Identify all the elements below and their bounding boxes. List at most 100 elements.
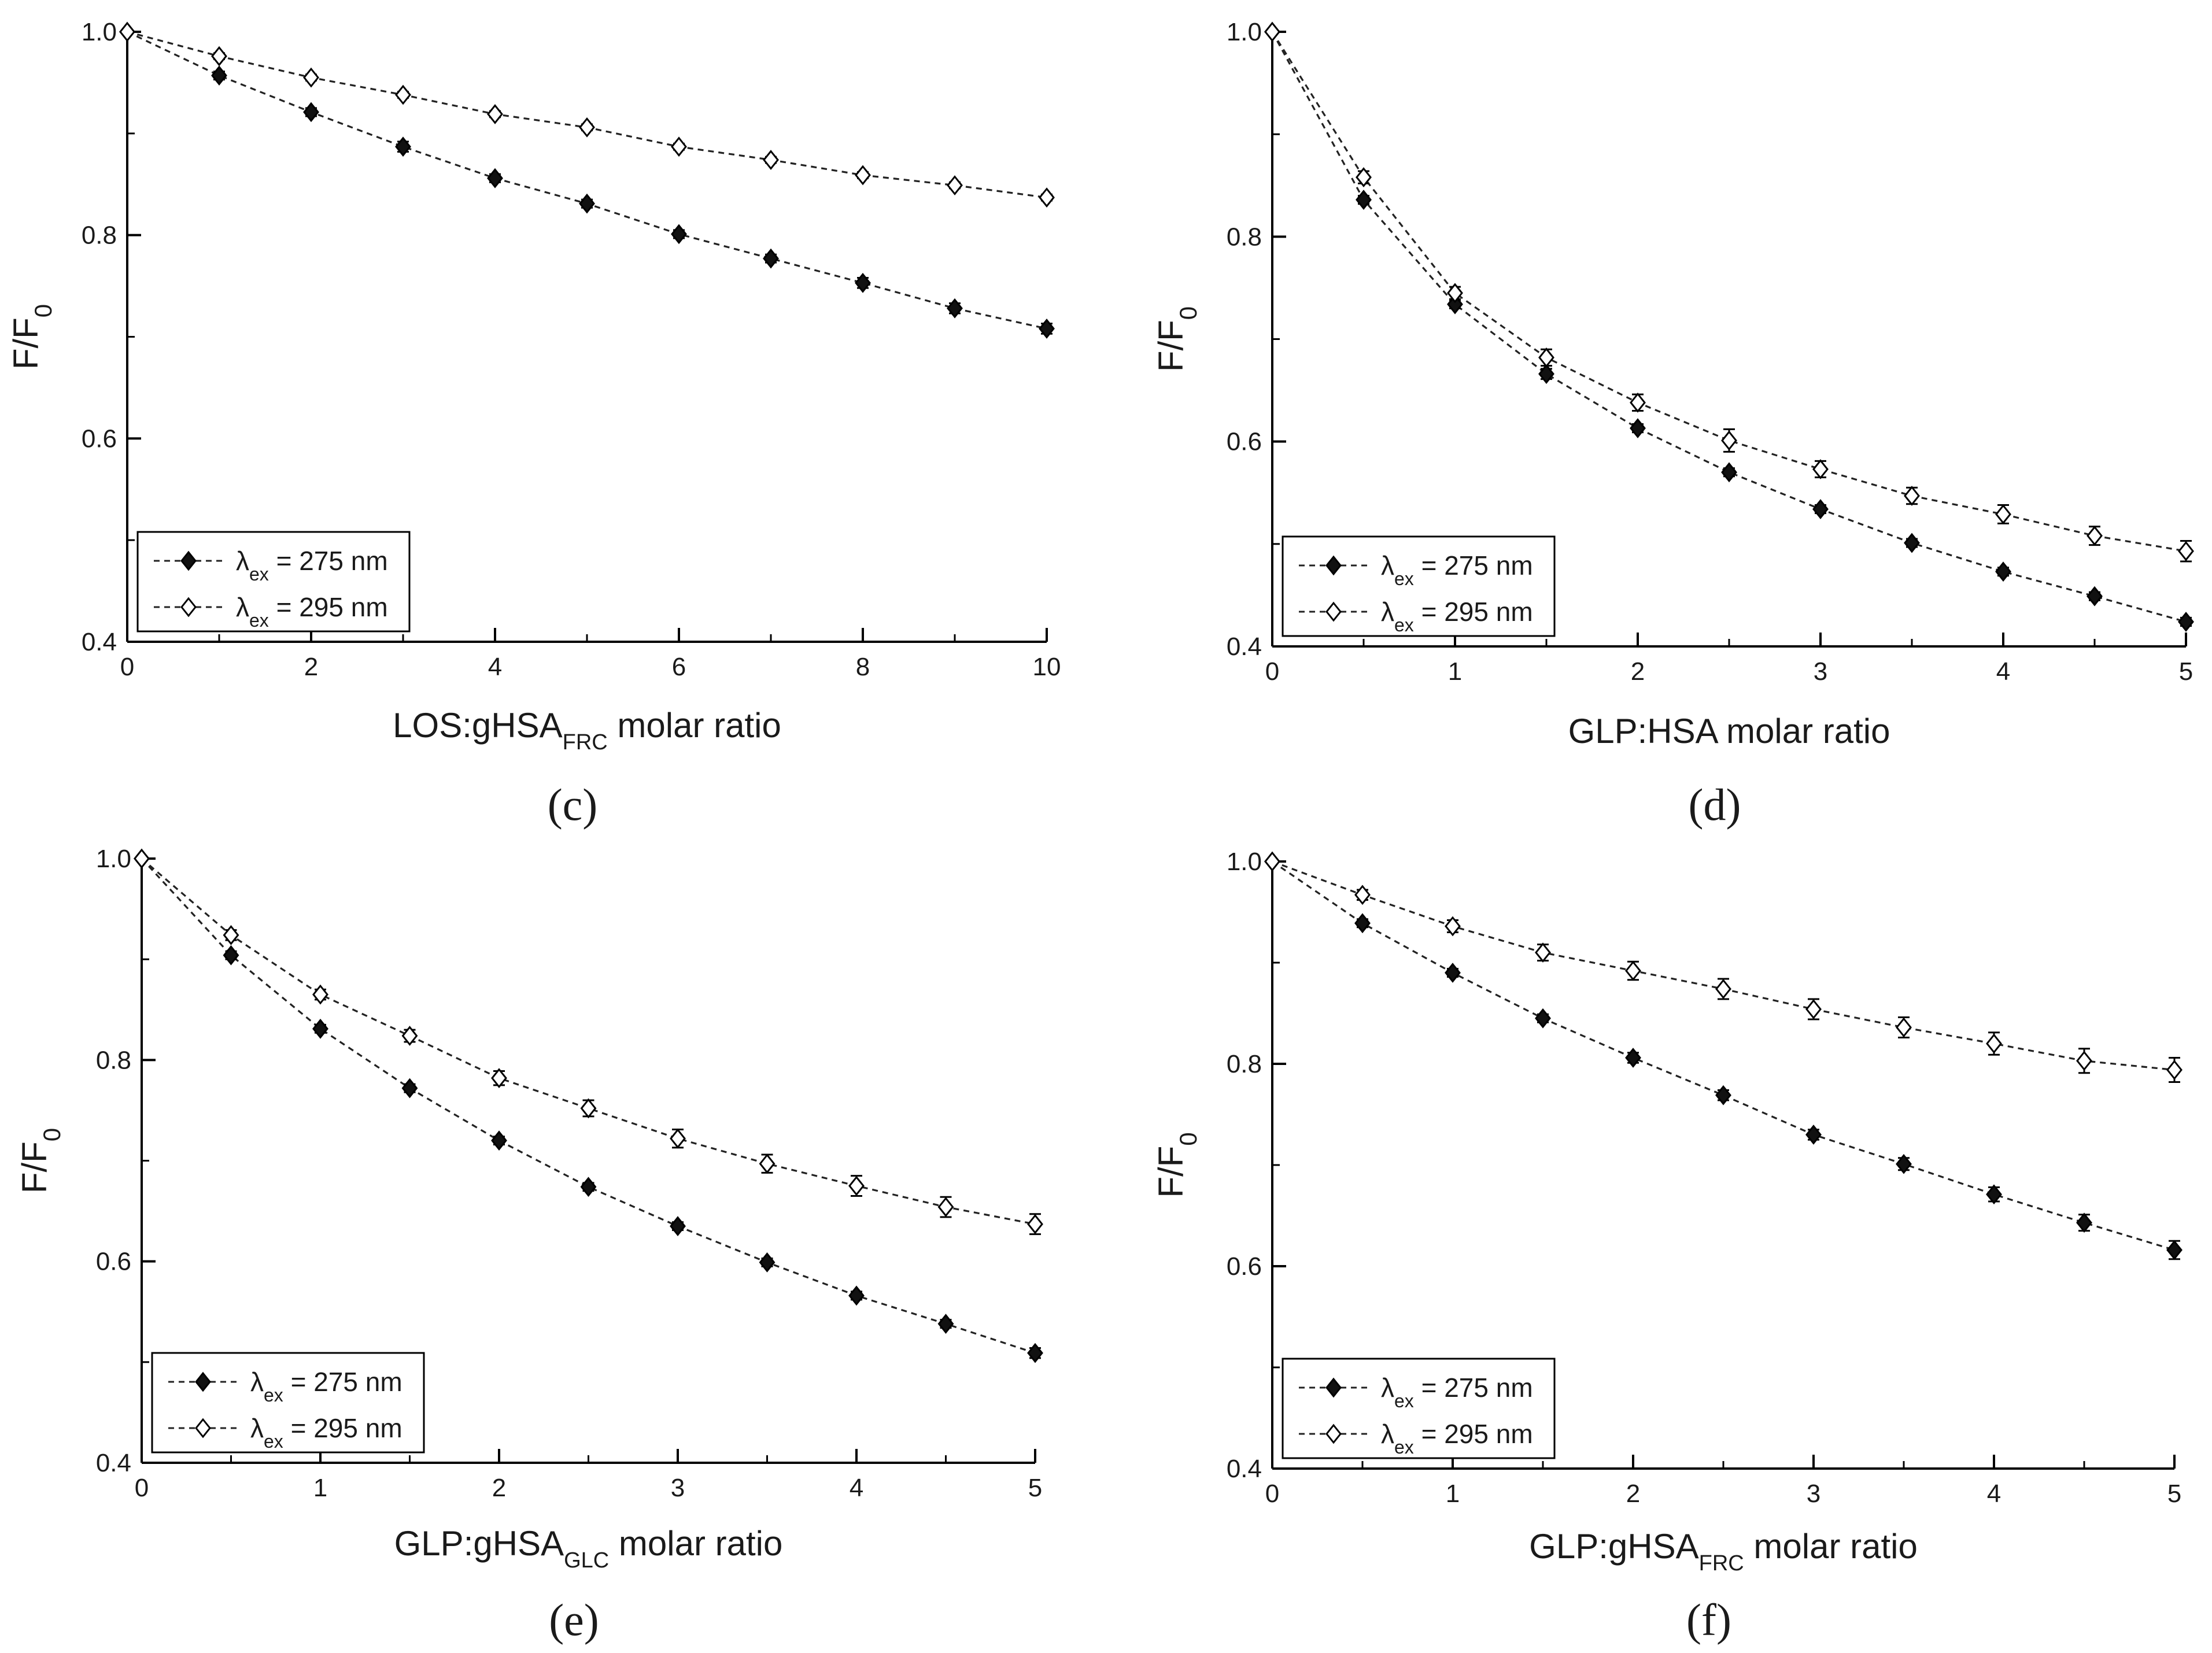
- legend-marker: [180, 550, 197, 571]
- legend-box: [1282, 1358, 1556, 1459]
- y-tick-label: 0.8: [82, 221, 117, 250]
- data-point: [1356, 190, 1372, 210]
- data-point: [303, 102, 319, 123]
- data-point: [1625, 1048, 1641, 1068]
- data-point: [1630, 392, 1646, 413]
- data-point: [211, 46, 227, 66]
- data-point: [119, 21, 135, 42]
- legend: λex = 275 nm λex = 295 nm: [1282, 535, 1556, 637]
- data-point: [2087, 586, 2103, 607]
- y-tick-label: 1.0: [1227, 18, 1262, 46]
- data-point: [1447, 283, 1463, 304]
- data-point: [491, 1130, 507, 1151]
- y-tick-label: 0.6: [96, 1248, 131, 1276]
- y-tick-label: 0.6: [1227, 1252, 1262, 1281]
- data-point: [855, 272, 871, 293]
- data-point: [670, 1216, 686, 1237]
- data-point: [487, 168, 503, 188]
- data-point: [1354, 885, 1371, 905]
- legend: λex = 275 nm λex = 295 nm: [1282, 1358, 1556, 1459]
- series-s295: [119, 21, 1055, 208]
- data-point: [395, 136, 411, 157]
- data-point: [2166, 1240, 2183, 1260]
- x-tick-label: 5: [2167, 1480, 2181, 1508]
- data-point: [1721, 430, 1737, 451]
- panel-label: (e): [549, 1595, 599, 1645]
- data-point: [579, 117, 595, 138]
- series-s275: [1264, 21, 2194, 632]
- x-tick-label: 2: [492, 1474, 506, 1502]
- data-point: [1721, 462, 1737, 483]
- data-point: [1356, 167, 1372, 187]
- data-point: [670, 1128, 686, 1149]
- x-tick-label: 1: [313, 1474, 327, 1502]
- data-point: [1538, 364, 1554, 384]
- data-point: [947, 298, 963, 319]
- data-point: [1896, 1153, 1912, 1174]
- data-point: [491, 1068, 507, 1089]
- data-point: [2178, 541, 2194, 561]
- data-point: [1039, 319, 1055, 339]
- legend-marker: [195, 1371, 211, 1392]
- data-point: [1805, 1125, 1822, 1145]
- legend-box: [151, 1352, 425, 1454]
- data-point: [671, 136, 687, 157]
- data-point: [2166, 1060, 2183, 1080]
- data-point: [134, 848, 150, 869]
- data-point: [1264, 21, 1280, 42]
- data-point: [1039, 187, 1055, 208]
- y-tick-label: 1.0: [96, 845, 131, 873]
- data-point: [1715, 979, 1731, 999]
- series-s275: [119, 21, 1055, 339]
- x-tick-label: 1: [1448, 657, 1462, 686]
- data-point: [1354, 913, 1371, 934]
- chart-panel-2: 0.4 0.6 0.8 1.0 0 1 2 3 4 5 F/F0 GLP:HSA molar rati…: [1151, 18, 2194, 830]
- data-point: [1445, 963, 1461, 983]
- data-point: [580, 1098, 597, 1119]
- data-point: [947, 175, 963, 195]
- data-point: [312, 1018, 328, 1039]
- x-tick-label: 8: [856, 653, 870, 681]
- x-tick-label: 5: [2179, 657, 2193, 686]
- data-point: [1986, 1184, 2002, 1205]
- y-tick-label: 0.8: [1227, 1050, 1262, 1078]
- data-point: [1812, 459, 1829, 479]
- series-line: [141, 857, 1036, 1225]
- data-point: [763, 248, 779, 269]
- data-point: [848, 1175, 865, 1196]
- data-point: [1995, 504, 2011, 524]
- data-point: [1805, 999, 1822, 1019]
- series-line: [1271, 31, 2187, 623]
- data-point: [855, 165, 871, 186]
- x-axis-title: LOS:gHSAFRC molar ratio: [393, 706, 781, 755]
- legend-label: λex = 295 nm: [1381, 597, 1533, 635]
- data-point: [1445, 916, 1461, 937]
- legend-marker: [1325, 1377, 1342, 1398]
- legend-box: [136, 531, 411, 633]
- data-point: [487, 104, 503, 124]
- data-point: [1027, 1214, 1043, 1234]
- x-tick-label: 3: [671, 1474, 685, 1502]
- legend-label: λex = 275 nm: [250, 1367, 402, 1406]
- panel-label: (c): [548, 779, 598, 830]
- data-point: [1027, 1343, 1043, 1363]
- x-tick-label: 2: [1626, 1480, 1640, 1508]
- legend-label: λex = 295 nm: [250, 1413, 402, 1452]
- y-tick-label: 0.8: [1227, 223, 1262, 251]
- x-tick-label: 4: [488, 653, 502, 681]
- data-point: [848, 1285, 865, 1306]
- y-tick-label: 0.4: [1227, 633, 1262, 661]
- legend-label: λex = 275 nm: [1381, 550, 1533, 589]
- data-point: [312, 984, 328, 1005]
- data-point: [223, 925, 239, 945]
- data-point: [211, 65, 227, 86]
- y-tick-label: 0.4: [82, 628, 117, 656]
- y-axis-title: F/F0: [6, 304, 57, 369]
- x-tick-label: 4: [1996, 657, 2010, 686]
- y-tick-label: 0.6: [1227, 428, 1262, 456]
- data-point: [1812, 499, 1829, 519]
- legend-label: λex = 275 nm: [236, 546, 388, 585]
- x-tick-label: 0: [1265, 1480, 1279, 1508]
- legend-label: λex = 295 nm: [1381, 1419, 1533, 1458]
- x-tick-label: 10: [1033, 653, 1061, 681]
